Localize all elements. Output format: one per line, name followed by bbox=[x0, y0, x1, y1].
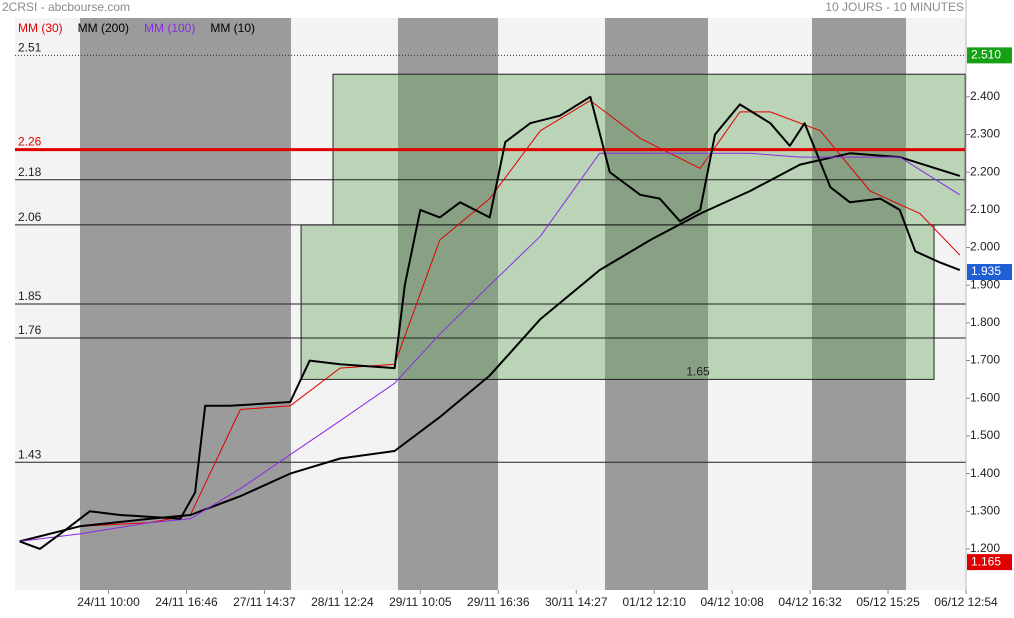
price-marker bbox=[967, 554, 1012, 571]
level-label: 2.26 bbox=[18, 135, 42, 149]
x-tick-label: 06/12 12:54 bbox=[934, 595, 998, 609]
legend-entry: MM (30) bbox=[18, 21, 63, 35]
y-tick-label: 2.200 bbox=[970, 164, 1000, 178]
y-tick-label: 1.600 bbox=[970, 390, 1000, 404]
x-tick-label: 01/12 12:10 bbox=[622, 595, 686, 609]
zone bbox=[300, 224, 935, 380]
price-marker-label: 1.935 bbox=[971, 264, 1001, 278]
legend-entry: MM (10) bbox=[210, 21, 255, 35]
y-tick-label: 2.400 bbox=[970, 89, 1000, 103]
y-tick-label: 1.800 bbox=[970, 315, 1000, 329]
ma-line bbox=[19, 95, 961, 550]
chart-title: 2CRSI - abcbourse.com bbox=[2, 0, 130, 14]
level-label: 1.65 bbox=[686, 365, 710, 379]
y-tick-label: 2.000 bbox=[970, 240, 1000, 254]
level-label: 2.06 bbox=[18, 210, 42, 224]
ma-line bbox=[19, 152, 961, 543]
ma-line bbox=[19, 152, 961, 542]
x-tick-label: 05/12 15:25 bbox=[856, 595, 920, 609]
ma-line bbox=[19, 100, 961, 542]
y-tick-label: 2.300 bbox=[970, 127, 1000, 141]
price-marker-label: 1.165 bbox=[971, 554, 1001, 568]
level-label: 2.51 bbox=[18, 41, 42, 55]
price-marker bbox=[967, 47, 1012, 64]
level-label: 1.85 bbox=[18, 289, 42, 303]
y-tick-label: 1.400 bbox=[970, 466, 1000, 480]
y-tick-label: 1.900 bbox=[970, 277, 1000, 291]
x-tick-label: 04/12 10:08 bbox=[700, 595, 764, 609]
y-tick-label: 2.100 bbox=[970, 202, 1000, 216]
x-tick-label: 04/12 16:32 bbox=[778, 595, 842, 609]
x-tick-label: 24/11 10:00 bbox=[77, 595, 140, 609]
chart-subtitle: 10 JOURS - 10 MINUTES bbox=[825, 0, 964, 14]
x-tick-label: 29/11 10:05 bbox=[389, 595, 452, 609]
level-label: 1.43 bbox=[18, 447, 42, 461]
x-tick-label: 27/11 14:37 bbox=[233, 595, 296, 609]
y-tick-label: 1.700 bbox=[970, 353, 1000, 367]
x-tick-label: 28/11 12:24 bbox=[311, 595, 374, 609]
level-label: 1.76 bbox=[18, 323, 42, 337]
price-marker bbox=[967, 264, 1012, 281]
y-tick-label: 1.200 bbox=[970, 541, 1000, 555]
legend-entry: MM (100) bbox=[144, 21, 195, 35]
y-tick-label: 1.300 bbox=[970, 503, 1000, 517]
x-tick-label: 30/11 14:27 bbox=[545, 595, 608, 609]
level-label: 2.18 bbox=[18, 165, 42, 179]
x-tick-label: 29/11 16:36 bbox=[467, 595, 530, 609]
legend-entry: MM (200) bbox=[78, 21, 129, 35]
y-tick-label: 1.500 bbox=[970, 428, 1000, 442]
price-marker-label: 2.510 bbox=[971, 48, 1001, 62]
x-tick-label: 24/11 16:46 bbox=[155, 595, 218, 609]
